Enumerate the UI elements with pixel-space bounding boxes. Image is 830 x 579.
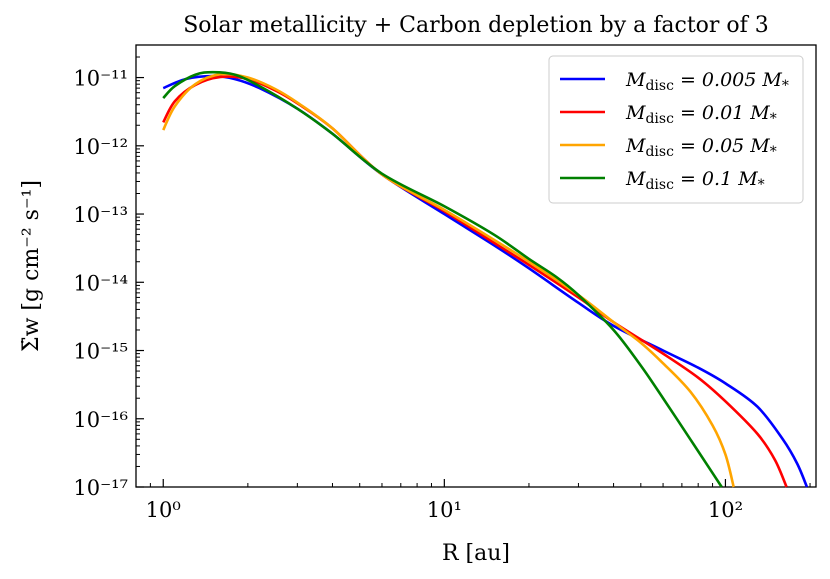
series-line-1	[162, 75, 788, 488]
x-tick-label-1: 10¹	[427, 498, 462, 522]
legend-label-2: Mdisc = 0.05 M*	[625, 135, 777, 160]
chart-title: Solar metallicity + Carbon depletion by …	[183, 13, 769, 38]
series-line-0	[162, 74, 809, 488]
series-line-3	[162, 70, 723, 488]
legend-items: Mdisc = 0.005 M* Mdisc = 0.01 M* Mdisc = 0…	[560, 69, 789, 193]
y-tick-label-6: 10⁻¹⁷	[73, 476, 128, 500]
y-tick-label-2: 10⁻¹³	[73, 203, 128, 227]
x-tick-label-2: 10²	[708, 498, 743, 522]
x-axis-label: R [au]	[442, 541, 510, 566]
x-tick-label-0: 10⁰	[146, 498, 181, 522]
plot-frame	[135, 44, 817, 488]
y-tick-label-1: 10⁻¹²	[73, 135, 128, 159]
plot-area	[135, 44, 817, 488]
series-lines	[162, 70, 809, 488]
y-tick-labels: 10⁻¹¹ 10⁻¹² 10⁻¹³ 10⁻¹⁴ 10⁻¹⁵ 10⁻¹⁶ 10⁻¹⁷	[73, 67, 128, 500]
y-tick-label-0: 10⁻¹¹	[73, 67, 128, 91]
y-tick-label-4: 10⁻¹⁵	[73, 340, 128, 364]
y-axis-label: Σ̇w [g cm⁻² s⁻¹]	[19, 180, 44, 352]
y-tick-label-5: 10⁻¹⁶	[73, 408, 128, 432]
legend-label-1: Mdisc = 0.01 M*	[625, 102, 777, 127]
x-tick-labels: 10⁰ 10¹ 10²	[146, 498, 743, 522]
y-tick-label-3: 10⁻¹⁴	[73, 271, 128, 295]
legend-box	[548, 55, 804, 204]
axis-ticks	[136, 56, 811, 488]
legend-label-3: Mdisc = 0.1 M*	[625, 168, 765, 193]
legend-label-0: Mdisc = 0.005 M*	[625, 69, 789, 94]
legend: Mdisc = 0.005 M* Mdisc = 0.01 M* Mdisc = 0…	[548, 55, 804, 204]
